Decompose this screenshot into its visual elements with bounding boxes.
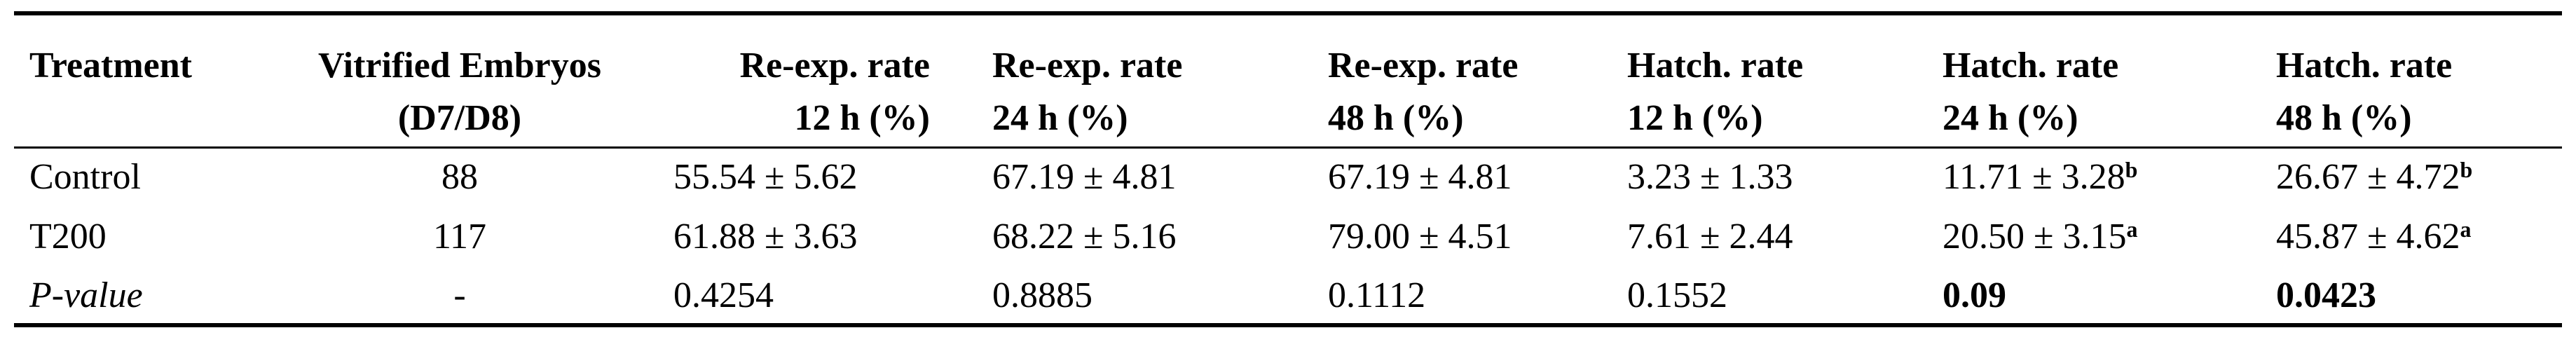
cell-text: P-value xyxy=(29,275,143,315)
cell-text: 0.0423 xyxy=(2276,275,2376,315)
header-cell: 12 h (%) xyxy=(794,98,930,138)
table-cell: 0.1112 xyxy=(1328,275,1426,315)
header-cell: Hatch. rate xyxy=(1627,46,1804,86)
table-cell: 67.19 ± 4.81 xyxy=(992,157,1177,197)
bottom-rule xyxy=(14,323,2562,327)
table-cell: 3.23 ± 1.33 xyxy=(1627,157,1793,197)
table-cell: 117 xyxy=(432,217,487,256)
cell-text: 11.71 ± 3.28 xyxy=(1943,157,2125,197)
table-cell: 68.22 ± 5.16 xyxy=(992,217,1177,256)
table-cell: 55.54 ± 5.62 xyxy=(673,157,858,197)
superscript: b xyxy=(2125,157,2138,182)
header-cell: (D7/D8) xyxy=(397,98,522,138)
header-cell: 24 h (%) xyxy=(1943,98,2078,138)
top-rule xyxy=(14,11,2562,15)
row-label: Control xyxy=(29,157,141,197)
header-cell: Treatment xyxy=(29,46,192,86)
superscript: a xyxy=(2126,217,2138,242)
cell-text: 0.09 xyxy=(1943,275,2006,315)
header-cell: Hatch. rate xyxy=(1943,46,2119,86)
table-cell: 0.4254 xyxy=(673,275,774,315)
cell-text: 26.67 ± 4.72 xyxy=(2276,157,2460,197)
table-cell: 61.88 ± 3.63 xyxy=(673,217,858,256)
header-cell: 24 h (%) xyxy=(992,98,1128,138)
header-cell: 48 h (%) xyxy=(1328,98,1464,138)
table-cell: 67.19 ± 4.81 xyxy=(1328,157,1512,197)
superscript: a xyxy=(2460,217,2472,242)
table-cell: 0.09 xyxy=(1943,275,2006,317)
table-cell: 0.8885 xyxy=(992,275,1092,315)
header-cell: Re-exp. rate xyxy=(992,46,1183,86)
table-cell: 79.00 ± 4.51 xyxy=(1328,217,1512,256)
header-cell: Re-exp. rate xyxy=(1328,46,1519,86)
header-cell: Hatch. rate xyxy=(2276,46,2453,86)
table-cell: 11.71 ± 3.28b xyxy=(1943,156,2137,198)
header-cell: Vitrified Embryos xyxy=(318,46,601,86)
header-cell: 12 h (%) xyxy=(1627,98,1763,138)
table-cell: 0.0423 xyxy=(2276,275,2376,317)
header-rule xyxy=(14,146,2562,149)
row-label: T200 xyxy=(29,217,107,256)
table-cell: 0.1552 xyxy=(1627,275,1727,315)
row-label: P-value xyxy=(29,275,143,317)
table-cell: 20.50 ± 3.15a xyxy=(1943,216,2138,258)
cell-text: 20.50 ± 3.15 xyxy=(1943,217,2127,256)
header-cell: 48 h (%) xyxy=(2276,98,2412,138)
header-cell: Re-exp. rate xyxy=(739,46,930,86)
superscript: b xyxy=(2460,157,2473,182)
table-cell: 88 xyxy=(441,157,478,197)
table-cell: 26.67 ± 4.72b xyxy=(2276,156,2472,198)
table-cell: - xyxy=(453,275,466,315)
cell-text: 45.87 ± 4.62 xyxy=(2276,217,2460,256)
table-cell: 7.61 ± 2.44 xyxy=(1627,217,1793,256)
table-cell: 45.87 ± 4.62a xyxy=(2276,216,2472,258)
